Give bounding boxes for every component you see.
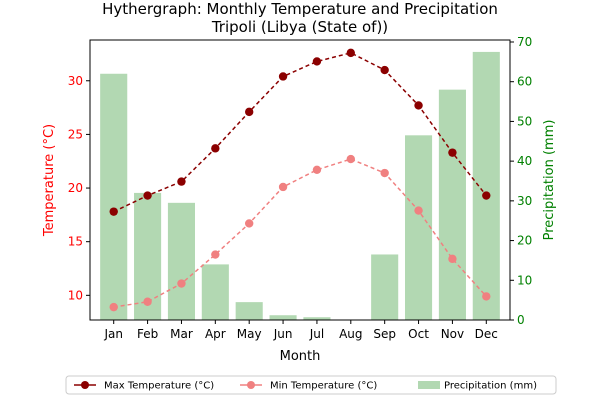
precip-bar-may — [235, 302, 263, 320]
max-temp-point-mar — [177, 177, 186, 186]
max-temp-point-jan — [109, 207, 118, 216]
precip-bar-nov — [438, 89, 466, 321]
legend: Max Temperature (°C) Min Temperature (°C)… — [65, 375, 557, 395]
x-tick-label: May — [237, 327, 262, 341]
y-axis-label-left: Temperature (°C) — [42, 124, 57, 237]
x-tick-label: Jun — [273, 327, 293, 341]
precip-bar-apr — [201, 264, 229, 320]
min-temp-point-jun — [278, 182, 288, 192]
x-tick-label: Nov — [441, 327, 464, 341]
legend-label: Max Temperature (°C) — [104, 381, 214, 392]
right-tick-label: 50 — [517, 114, 532, 128]
right-tick-label: 70 — [517, 35, 532, 49]
precip-bar-sep — [371, 254, 399, 320]
precipitation-bars — [100, 51, 500, 321]
x-tick-label: Apr — [205, 327, 226, 341]
max-temp-point-feb — [143, 191, 152, 200]
max-temp-point-dec — [482, 191, 491, 200]
chart-title-line1: Hythergraph: Monthly Temperature and Pre… — [102, 0, 498, 18]
max-temp-point-jul — [312, 57, 322, 66]
x-axis-label: Month — [280, 349, 321, 364]
max-temp-point-jun — [278, 72, 288, 81]
temperature-lines — [109, 48, 491, 312]
legend-label: Precipitation (mm) — [444, 381, 537, 392]
precip-bar-oct — [405, 135, 433, 320]
legend-swatch-marker — [81, 381, 89, 389]
max-temp-point-nov — [448, 148, 457, 157]
min-temp-point-may — [244, 219, 254, 228]
min-temp-point-nov — [448, 254, 457, 264]
right-tick-label: 40 — [517, 154, 532, 168]
max-temp-point-may — [244, 107, 254, 117]
x-tick-label: Sep — [373, 327, 396, 341]
min-temp-point-oct — [414, 206, 423, 215]
right-tick-label: 10 — [517, 273, 532, 287]
left-tick-label: 30 — [68, 74, 83, 88]
x-tick-label: Jul — [309, 327, 324, 341]
x-tick-label: Jan — [103, 327, 123, 341]
precip-bar-jul — [303, 317, 331, 320]
x-axis-ticks: Jan Feb Mar Apr May Jun Jul Aug Sep Oct Nov Dec — [103, 320, 498, 341]
legend-items: Max Temperature (°C) Min Temperature (°C)… — [74, 381, 537, 392]
x-tick-label: Aug — [339, 327, 362, 341]
min-temp-point-jan — [109, 302, 118, 312]
max-temp-point-oct — [414, 101, 423, 110]
left-tick-label: 15 — [68, 235, 83, 249]
max-temp-line — [113, 52, 487, 213]
legend-frame — [65, 375, 557, 395]
left-tick-label: 25 — [68, 127, 83, 141]
right-tick-label: 0 — [517, 313, 525, 327]
x-tick-label: Feb — [137, 327, 158, 341]
left-axis-ticks: 10 15 20 25 30 — [68, 74, 90, 302]
left-tick-label: 20 — [68, 181, 83, 195]
right-tick-label: 30 — [517, 194, 532, 208]
chart-title-line2: Tripoli (Libya (State of)) — [211, 18, 388, 36]
precip-bar-mar — [167, 202, 195, 320]
precip-bar-jan — [100, 73, 128, 320]
x-tick-label: Oct — [408, 327, 429, 341]
min-temp-point-feb — [143, 297, 152, 306]
legend-label: Min Temperature (°C) — [270, 381, 377, 392]
plot-frame — [89, 39, 511, 321]
min-temp-line — [113, 158, 487, 308]
right-tick-label: 60 — [517, 75, 532, 89]
y-axis-label-right: Precipitation (mm) — [542, 120, 557, 241]
left-tick-label: 10 — [68, 288, 83, 302]
right-axis-ticks: 0 10 20 30 40 50 60 70 — [510, 35, 532, 327]
legend-swatch-marker — [247, 381, 255, 389]
legend-swatch-bar — [418, 381, 440, 389]
precip-bar-jun — [269, 315, 297, 320]
x-tick-label: Mar — [170, 327, 193, 341]
right-tick-label: 20 — [517, 234, 532, 248]
max-temp-point-aug — [346, 48, 356, 58]
min-temp-point-mar — [177, 279, 186, 288]
min-temp-point-sep — [380, 168, 389, 178]
min-temp-point-dec — [482, 292, 491, 301]
min-temp-point-aug — [346, 154, 356, 164]
x-tick-label: Dec — [475, 327, 498, 341]
min-temp-point-apr — [211, 250, 220, 259]
max-temp-point-apr — [211, 144, 220, 153]
precip-bar-dec — [472, 51, 500, 321]
min-temp-point-jul — [312, 165, 322, 175]
max-temp-point-sep — [380, 65, 389, 75]
